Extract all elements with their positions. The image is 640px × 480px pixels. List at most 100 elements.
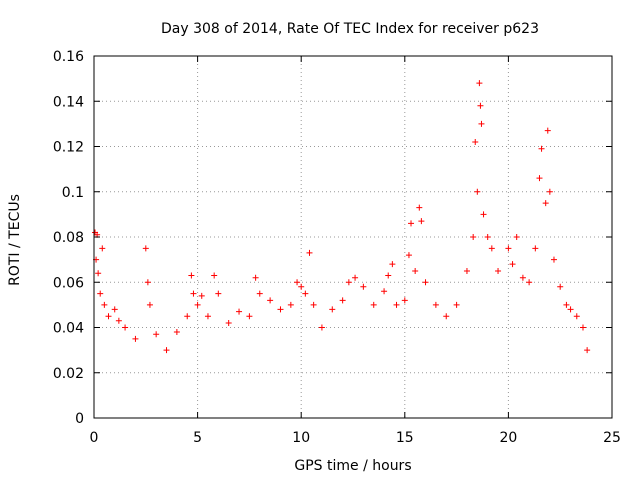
y-tick-label: 0.02	[53, 366, 84, 382]
data-point	[381, 288, 388, 295]
data-point	[173, 329, 180, 336]
data-point	[318, 324, 325, 331]
y-axis-label: ROTI / TECUs	[7, 194, 23, 286]
data-point	[144, 279, 151, 286]
data-point	[246, 313, 253, 320]
x-tick-label: 10	[292, 430, 310, 446]
data-point	[584, 347, 591, 354]
data-point	[252, 274, 259, 281]
data-point	[484, 234, 491, 240]
data-point	[422, 279, 429, 286]
data-point	[401, 297, 408, 304]
data-point	[488, 245, 495, 252]
data-point	[122, 324, 129, 331]
y-tick-label: 0.08	[53, 230, 84, 246]
data-point	[194, 301, 201, 308]
data-point	[544, 127, 551, 134]
data-points	[92, 80, 591, 354]
data-point	[277, 306, 284, 313]
data-point	[416, 204, 423, 211]
data-point	[389, 261, 396, 268]
x-tick-label: 20	[499, 430, 517, 446]
y-tick-label: 0.04	[53, 321, 84, 337]
data-point	[115, 317, 122, 324]
data-point	[509, 261, 516, 268]
x-tick-label: 15	[396, 430, 414, 446]
data-point	[198, 292, 205, 299]
y-tick-label: 0	[75, 411, 84, 427]
data-point	[97, 290, 104, 297]
data-point	[432, 301, 439, 308]
data-point	[480, 211, 487, 218]
data-point	[267, 297, 274, 304]
data-point	[294, 279, 301, 286]
data-point	[513, 234, 520, 240]
data-point	[352, 274, 359, 281]
chart-title: Day 308 of 2014, Rate Of TEC Index for r…	[161, 21, 539, 37]
data-point	[360, 283, 367, 290]
data-point	[477, 102, 484, 109]
x-axis-label: GPS time / hours	[294, 458, 411, 474]
data-point	[474, 188, 481, 195]
data-point	[302, 290, 309, 297]
data-point	[287, 301, 294, 308]
data-point	[538, 145, 545, 152]
data-point	[111, 306, 118, 313]
data-point	[204, 313, 211, 320]
data-point	[306, 249, 313, 256]
data-point	[573, 313, 580, 320]
y-tick-label: 0.06	[53, 275, 84, 291]
data-point	[184, 313, 191, 320]
x-tick-label: 0	[90, 430, 99, 446]
data-point	[405, 252, 412, 259]
data-point	[385, 272, 392, 279]
data-point	[298, 283, 305, 290]
data-point	[225, 319, 232, 326]
data-point	[99, 245, 106, 252]
data-point	[190, 290, 197, 297]
data-point	[550, 256, 557, 263]
data-point	[505, 245, 512, 252]
data-point	[339, 297, 346, 304]
data-point	[236, 308, 243, 315]
data-point	[146, 301, 153, 308]
data-point	[563, 301, 570, 308]
data-point	[256, 290, 263, 297]
data-point	[101, 301, 108, 308]
data-point	[542, 200, 549, 207]
x-tick-label: 5	[193, 430, 202, 446]
data-point	[215, 290, 222, 297]
data-point	[567, 306, 574, 313]
data-point	[408, 220, 415, 227]
data-point	[412, 267, 419, 274]
data-point	[188, 272, 195, 279]
data-point	[105, 313, 112, 320]
data-point	[526, 279, 533, 286]
data-point	[329, 306, 336, 313]
data-point	[132, 335, 139, 342]
data-point	[463, 267, 470, 274]
y-tick-label: 0.14	[53, 94, 84, 110]
data-point	[532, 245, 539, 252]
data-point	[536, 175, 543, 182]
data-point	[557, 283, 564, 290]
data-point	[345, 279, 352, 286]
data-point	[443, 313, 450, 320]
data-point	[476, 80, 483, 87]
data-point	[453, 301, 460, 308]
data-point	[310, 301, 317, 308]
data-point	[95, 270, 102, 277]
data-point	[472, 138, 479, 145]
data-point	[519, 274, 526, 281]
data-point	[370, 301, 377, 308]
axis-ticks: 0 0.02 0.04 0.06 0.08 0.1 0.12 0.14 0.16 0 5 10 15 20…	[53, 49, 621, 446]
data-point	[393, 301, 400, 308]
data-point	[153, 331, 160, 338]
data-point	[142, 245, 149, 252]
y-tick-label: 0.1	[62, 185, 84, 201]
data-point	[495, 267, 502, 274]
y-tick-label: 0.12	[53, 140, 84, 156]
data-point	[470, 234, 477, 240]
data-point	[211, 272, 218, 279]
